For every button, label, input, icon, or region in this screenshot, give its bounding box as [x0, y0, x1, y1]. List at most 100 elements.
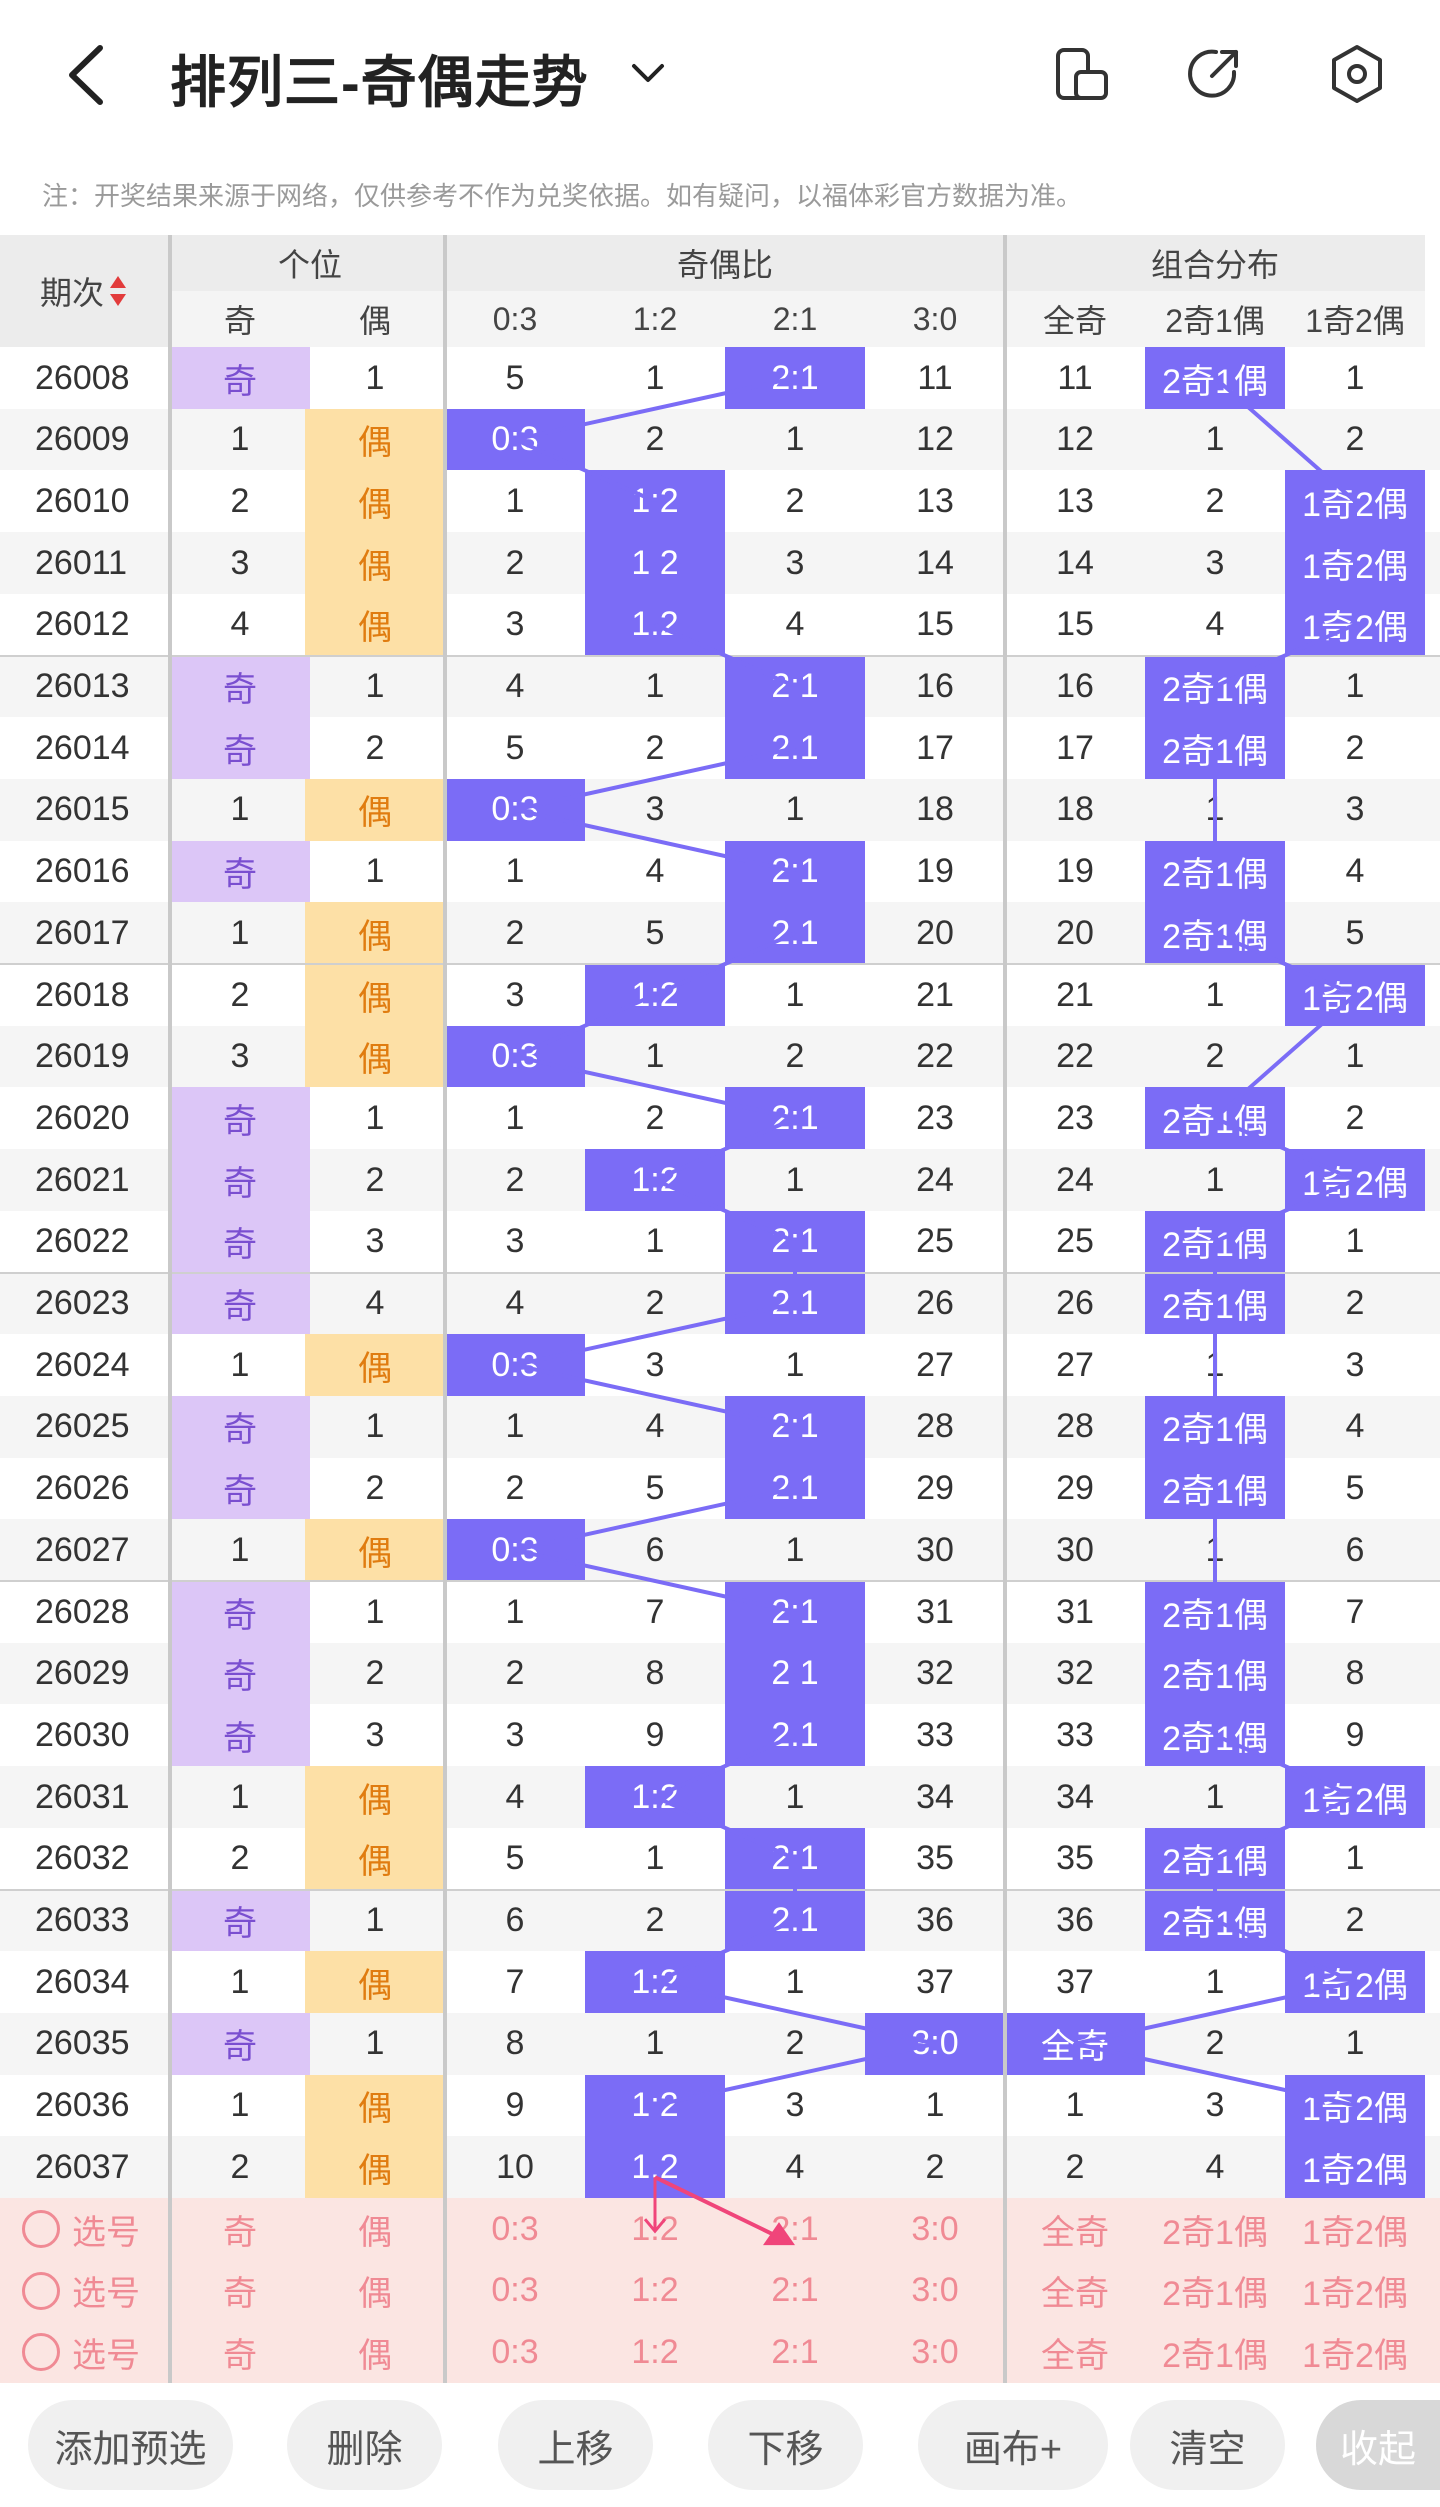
- issue-number: 26015: [35, 790, 130, 829]
- column-header[interactable]: 1奇2偶: [1285, 291, 1425, 347]
- disclaimer-notice: 注：开奖结果来源于网络，仅供参考不作为兑奖依据。如有疑问，以福体彩官方数据为准。: [42, 181, 1083, 211]
- select-option[interactable]: 1奇2偶: [1302, 2213, 1408, 2252]
- select-option[interactable]: 1:2: [631, 2271, 679, 2310]
- table-cell: 2: [925, 2147, 945, 2186]
- chevron-down-icon[interactable]: [628, 58, 668, 88]
- toolbar-button-3[interactable]: 下移: [708, 2400, 863, 2490]
- table-cell: 4: [505, 1777, 525, 1816]
- select-option[interactable]: 全奇: [1041, 2213, 1109, 2252]
- column-header[interactable]: 3:0: [865, 291, 1005, 347]
- select-row[interactable]: 选号 奇 偶 0:3 1:2 2:1 3:0 全奇 2奇1偶 1奇2偶: [0, 2198, 1440, 2260]
- select-option[interactable]: 奇: [223, 2336, 257, 2375]
- toolbar-button-5[interactable]: 清空: [1130, 2400, 1285, 2490]
- table-cell: 15: [916, 605, 954, 644]
- select-option[interactable]: 0:3: [491, 2209, 539, 2248]
- collapse-button[interactable]: 收起: [1316, 2400, 1440, 2490]
- select-option[interactable]: 2奇1偶: [1162, 2275, 1268, 2314]
- issue-number: 26017: [35, 913, 130, 952]
- column-header[interactable]: 0:3: [445, 291, 585, 347]
- toolbar-button-0[interactable]: 添加预选: [28, 2400, 233, 2490]
- column-header[interactable]: 奇: [170, 291, 310, 347]
- table-cell: 偶: [305, 778, 445, 841]
- select-option[interactable]: 2奇1偶: [1162, 2213, 1268, 2252]
- select-option[interactable]: 2奇1偶: [1162, 2336, 1268, 2375]
- select-option[interactable]: 全奇: [1041, 2275, 1109, 2314]
- table-cell: 6: [1345, 1530, 1365, 1569]
- table-cell: 1奇2偶: [1285, 532, 1425, 595]
- table-cell: 1: [230, 1530, 250, 1569]
- table-cell: 4: [505, 667, 525, 705]
- toolbar-button-2[interactable]: 上移: [498, 2400, 653, 2490]
- table-cell: 3: [785, 543, 805, 582]
- select-label[interactable]: 选号: [72, 2213, 140, 2252]
- select-row[interactable]: 选号 奇 偶 0:3 1:2 2:1 3:0 全奇 2奇1偶 1奇2偶: [0, 2321, 1440, 2384]
- select-option[interactable]: 偶: [358, 2336, 392, 2375]
- select-option[interactable]: 偶: [358, 2275, 392, 2314]
- page-title[interactable]: 排列三-奇偶走势: [170, 51, 589, 114]
- toolbar-button-1[interactable]: 删除: [287, 2400, 442, 2490]
- select-option[interactable]: 0:3: [491, 2332, 539, 2371]
- select-option[interactable]: 0:3: [491, 2271, 539, 2310]
- issue-number: 26023: [35, 1284, 130, 1322]
- table-cell: 1奇2偶: [1285, 593, 1425, 656]
- table-row: 26020 奇 1 1 2 2:1 23 23 2奇1偶 2: [0, 1087, 1440, 1150]
- select-option[interactable]: 偶: [358, 2213, 392, 2252]
- share-icon[interactable]: [1182, 42, 1246, 106]
- table-row: 26031 1 偶 4 1:2 1 34 34 1 1奇2偶: [0, 1766, 1440, 1829]
- table-cell: 3: [505, 975, 525, 1014]
- table-cell: 2: [230, 2147, 250, 2186]
- select-option[interactable]: 1:2: [631, 2209, 679, 2248]
- table-cell: 1: [505, 852, 525, 891]
- column-header[interactable]: 2:1: [725, 291, 865, 347]
- table-cell: 5: [505, 358, 525, 397]
- table-cell: 14: [916, 543, 954, 582]
- table-cell: 3: [785, 2086, 805, 2125]
- table-cell: 2: [1065, 2147, 1085, 2186]
- select-option[interactable]: 奇: [223, 2213, 257, 2252]
- back-arrow-icon[interactable]: [58, 40, 118, 110]
- select-option[interactable]: 1:2: [631, 2332, 679, 2371]
- column-header[interactable]: 2奇1偶: [1145, 291, 1285, 347]
- toolbar-button-4[interactable]: 画布+: [918, 2400, 1108, 2490]
- column-header[interactable]: 全奇: [1005, 291, 1145, 347]
- select-radio-icon[interactable]: [22, 2333, 60, 2372]
- select-option[interactable]: 2:1: [771, 2209, 819, 2248]
- column-divider: [168, 235, 172, 2384]
- column-header[interactable]: 1:2: [585, 291, 725, 347]
- select-option[interactable]: 3:0: [911, 2332, 959, 2371]
- table-row: 26019 3 偶 0:3 1 2 22 22 2 1: [0, 1025, 1440, 1088]
- select-option[interactable]: 1奇2偶: [1302, 2336, 1408, 2375]
- table-cell: 4: [785, 605, 805, 644]
- table-cell: 1: [1345, 1222, 1365, 1261]
- table-cell: 7: [505, 1962, 525, 2001]
- select-label[interactable]: 选号: [72, 2336, 140, 2375]
- select-option[interactable]: 2:1: [771, 2332, 819, 2371]
- table-row: 26027 1 偶 0:3 6 1 30 30 1 6: [0, 1519, 1440, 1582]
- select-label[interactable]: 选号: [72, 2275, 140, 2314]
- select-option[interactable]: 3:0: [911, 2209, 959, 2248]
- screen-rotate-icon[interactable]: [1050, 42, 1114, 106]
- select-radio-icon[interactable]: [22, 2271, 60, 2310]
- select-radio-icon[interactable]: [22, 2210, 60, 2248]
- table-cell: 16: [916, 667, 954, 705]
- settings-icon[interactable]: [1325, 42, 1389, 106]
- table-cell: 3: [1345, 790, 1365, 829]
- select-option[interactable]: 1奇2偶: [1302, 2275, 1408, 2314]
- table-cell: 5: [1345, 1469, 1365, 1508]
- table-cell: 奇: [170, 1087, 310, 1150]
- table-cell: 23: [916, 1098, 954, 1137]
- table-cell: 5: [505, 728, 525, 767]
- issue-header[interactable]: 期次: [0, 235, 168, 347]
- column-header[interactable]: 偶: [305, 291, 445, 347]
- select-option[interactable]: 3:0: [911, 2271, 959, 2310]
- table-cell: 1: [1345, 1037, 1365, 1076]
- table-cell: 1: [1345, 667, 1365, 705]
- select-option[interactable]: 全奇: [1041, 2336, 1109, 2375]
- table-cell: 2: [1345, 728, 1365, 767]
- table-cell: 5: [1345, 913, 1365, 952]
- select-option[interactable]: 2:1: [771, 2271, 819, 2310]
- select-row[interactable]: 选号 奇 偶 0:3 1:2 2:1 3:0 全奇 2奇1偶 1奇2偶: [0, 2259, 1440, 2322]
- table-cell: 奇: [170, 1272, 310, 1335]
- select-option[interactable]: 奇: [223, 2275, 257, 2314]
- table-cell: 1奇2偶: [1285, 2136, 1425, 2199]
